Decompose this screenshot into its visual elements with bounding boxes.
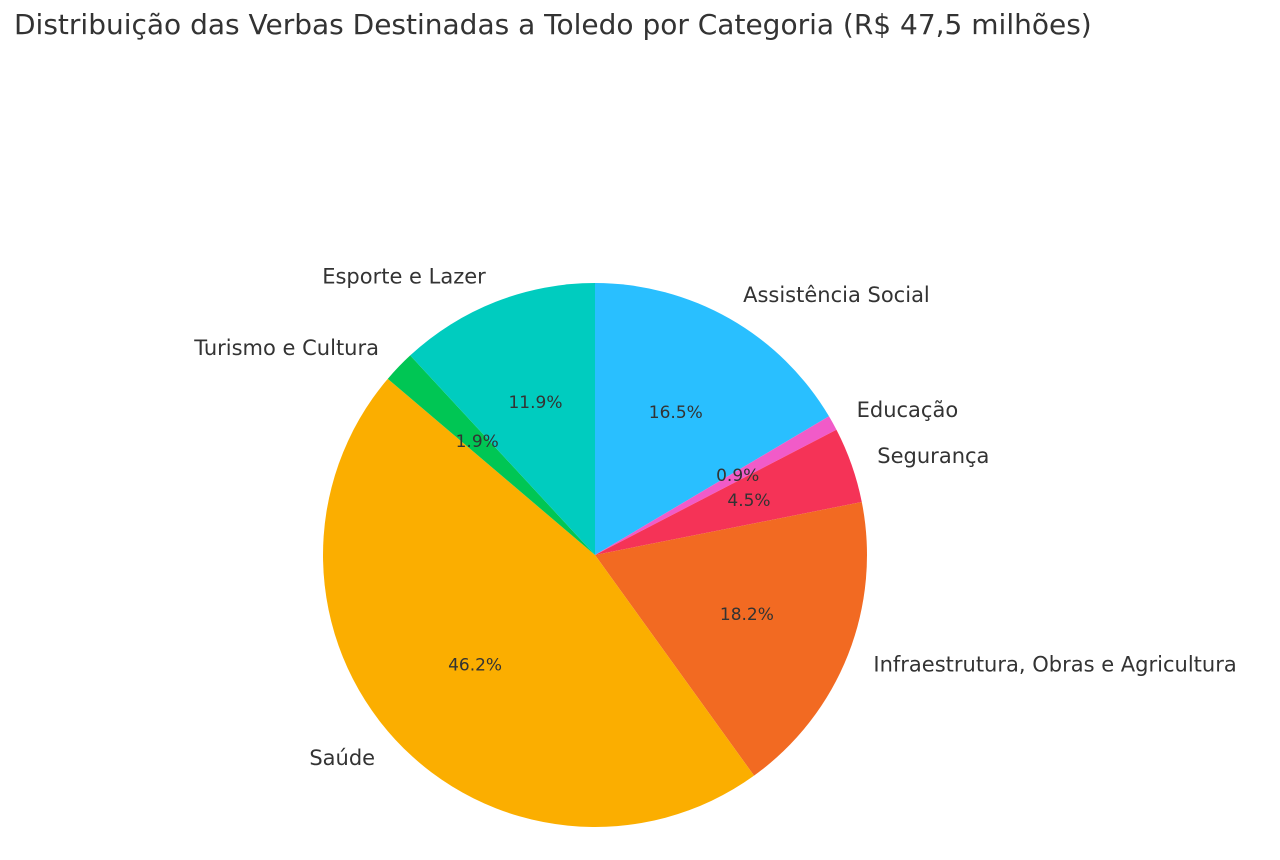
category-label-educacao: Educação [857,398,959,422]
pie-slice-assistencia-social [595,283,829,555]
percent-labels: 16.5% 0.9% 4.5% 18.2% 46.2% 1.9% 11.9% [448,393,774,676]
category-label-saude: Saúde [309,746,375,770]
pie-slice-educacao [595,416,837,555]
percent-label-saude: 46.2% [448,656,502,676]
category-label-esporte-e-lazer: Esporte e Lazer [322,264,486,288]
category-label-turismo-e-cultura: Turismo e Cultura [193,336,379,360]
percent-label-assistencia-social: 16.5% [649,403,703,423]
percent-label-turismo-e-cultura: 1.9% [456,432,499,452]
pie-slices [323,283,867,827]
pie-slice-esporte-e-lazer [410,283,595,555]
percent-label-esporte-e-lazer: 11.9% [508,393,562,413]
category-label-assistencia-social: Assistência Social [743,283,930,307]
category-labels: Assistência Social Educação Segurança Infra… [193,264,1237,770]
pie-slice-turismo-e-cultura [387,355,595,555]
chart-title: Distribuição das Verbas Destinadas a Tol… [14,8,1092,41]
percent-label-seguranca: 4.5% [727,491,770,511]
category-label-infraestrutura-obras-e-agricultura: Infraestrutura, Obras e Agricultura [873,653,1236,677]
pie-slice-saude [323,378,755,827]
pie-slice-seguranca [595,429,862,555]
percent-label-infraestrutura-obras-e-agricultura: 18.2% [720,605,774,625]
category-label-seguranca: Segurança [877,444,989,468]
percent-label-educacao: 0.9% [716,466,759,486]
pie-slice-infraestrutura-obras-e-agricultura [595,501,867,776]
